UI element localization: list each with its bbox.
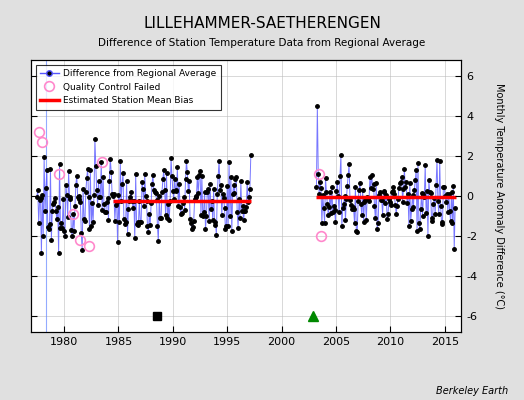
- Text: Difference of Station Temperature Data from Regional Average: Difference of Station Temperature Data f…: [99, 38, 425, 48]
- Y-axis label: Monthly Temperature Anomaly Difference (°C): Monthly Temperature Anomaly Difference (…: [494, 83, 504, 309]
- Text: LILLEHAMMER-SAETHERENGEN: LILLEHAMMER-SAETHERENGEN: [143, 16, 381, 31]
- Text: Berkeley Earth: Berkeley Earth: [436, 386, 508, 396]
